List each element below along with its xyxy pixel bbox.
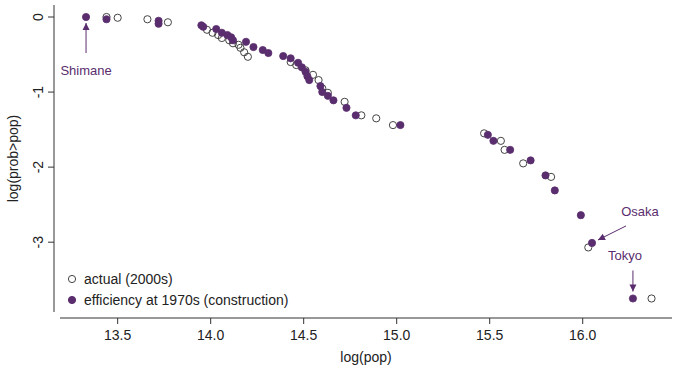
point [155, 20, 162, 27]
point [497, 137, 504, 144]
y-tick [48, 92, 54, 93]
point [82, 13, 89, 20]
point [520, 160, 527, 167]
x-tick [210, 318, 211, 324]
x-tick [489, 318, 490, 324]
axes: 13.5 14.0 14.5 15.0 15.5 16.0 0 -1 -2 -3 [30, 5, 672, 343]
legend-marker [68, 296, 75, 303]
y-tick [48, 242, 54, 243]
x-tick-label: 15.5 [476, 327, 503, 343]
legend: actual (2000s) efficiency at 1970s (const… [68, 271, 288, 308]
point [164, 19, 171, 26]
point [103, 16, 110, 23]
annotations: Shimane Osaka Tokyo [60, 23, 659, 291]
point [200, 23, 207, 30]
point [114, 14, 121, 21]
point [629, 295, 636, 302]
arrow-head [629, 284, 636, 291]
arrow-line [598, 226, 626, 240]
x-axis-line [60, 318, 672, 319]
point [484, 131, 491, 138]
point [242, 38, 249, 45]
x-tick-label: 16.0 [569, 327, 596, 343]
point [397, 121, 404, 128]
arrow-head [83, 23, 90, 30]
legend-label: actual (2000s) [84, 271, 173, 287]
points [82, 13, 655, 302]
point [330, 97, 337, 104]
point [352, 112, 359, 119]
point [648, 295, 655, 302]
point [551, 187, 558, 194]
point [250, 43, 257, 50]
x-tick [396, 318, 397, 324]
annotation: Shimane [60, 63, 111, 78]
chart: 13.5 14.0 14.5 15.0 15.5 16.0 0 -1 -2 -3 log(pop) l… [0, 0, 680, 373]
point [373, 115, 380, 122]
point [527, 157, 534, 164]
y-tick-label: -1 [30, 86, 46, 99]
x-tick [582, 318, 583, 324]
y-tick-label: -2 [30, 161, 46, 174]
y-axis-line [54, 5, 55, 312]
point [144, 16, 151, 23]
legend-marker [68, 275, 75, 282]
point [507, 146, 514, 153]
y-axis-title: log(prob>pop) [5, 115, 21, 203]
x-tick-label: 13.5 [104, 327, 131, 343]
x-tick-label: 14.0 [197, 327, 224, 343]
point [343, 104, 350, 111]
point [588, 239, 595, 246]
x-tick [303, 318, 304, 324]
point [229, 37, 236, 44]
point [280, 52, 287, 59]
x-tick-label: 14.5 [290, 327, 317, 343]
x-axis-title: log(pop) [340, 349, 391, 365]
point [389, 121, 396, 128]
point [542, 172, 549, 179]
y-tick [48, 167, 54, 168]
annotation: Osaka [621, 204, 659, 219]
point [577, 212, 584, 219]
legend-label: efficiency at 1970s (construction) [84, 292, 288, 308]
arrow-head [598, 234, 606, 240]
x-tick-label: 15.0 [383, 327, 410, 343]
y-tick-label: 0 [30, 13, 46, 21]
y-tick [48, 17, 54, 18]
annotation: Tokyo [608, 248, 642, 263]
point [490, 137, 497, 144]
x-tick [117, 318, 118, 324]
point [244, 53, 251, 60]
point [265, 49, 272, 56]
y-tick-label: -3 [30, 236, 46, 249]
point [287, 55, 294, 62]
point [306, 76, 313, 83]
